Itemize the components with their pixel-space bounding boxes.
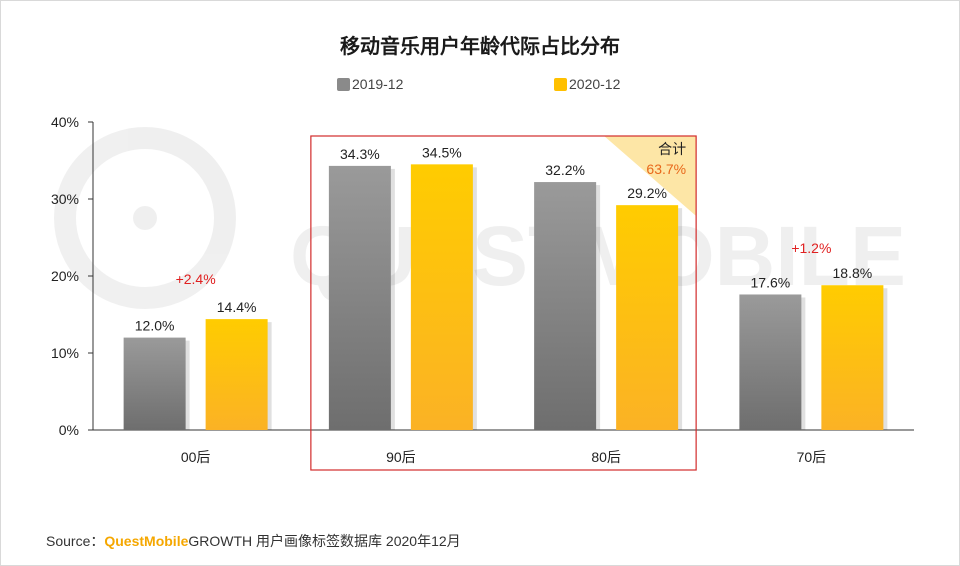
bar-2019 (739, 294, 802, 430)
x-tick-label: 70后 (797, 449, 827, 465)
bar-2019 (123, 337, 186, 430)
source-text: GROWTH 用户画像标签数据库 2020年12月 (188, 533, 461, 549)
bar-2020 (410, 164, 473, 430)
legend-swatch-2020 (554, 77, 567, 91)
data-label: 17.6% (751, 274, 791, 290)
combined-label: 合计 (658, 141, 686, 157)
bar-2020 (205, 319, 268, 430)
change-annotation-70: +1.2% (791, 240, 831, 256)
y-tick-label: 30% (51, 191, 79, 207)
chart-title: 移动音乐用户年龄代际占比分布 (340, 36, 620, 58)
bar-2019 (534, 182, 597, 430)
legend-label-2019: 2019-12 (352, 76, 404, 92)
watermark-logo: QUESTMOBILE (54, 127, 906, 309)
legend-label-2020: 2020-12 (569, 76, 621, 92)
data-label: 34.5% (422, 144, 462, 160)
data-label: 29.2% (627, 185, 667, 201)
legend-item-2019: 2019-12 (337, 76, 403, 92)
source-prefix: Source： (46, 533, 105, 549)
svg-text:QUESTMOBILE: QUESTMOBILE (290, 209, 906, 303)
combined-corner-flag (604, 136, 697, 216)
bar-2020 (821, 285, 884, 430)
source-brand: QuestMobile (104, 533, 189, 549)
combined-value: 63.7% (646, 161, 686, 177)
change-annotation-00: +2.4% (176, 271, 216, 287)
source-note: Source：QuestMobileGROWTH 用户画像标签数据库 2020年… (46, 531, 461, 551)
legend-item-2020: 2020-12 (554, 76, 620, 92)
highlight-box (310, 135, 697, 471)
bar-2020 (616, 205, 679, 430)
y-tick-label: 20% (51, 268, 79, 284)
data-label: 18.8% (833, 265, 873, 281)
y-tick-label: 10% (51, 345, 79, 361)
bar-2019 (328, 165, 391, 430)
y-tick-label: 0% (59, 422, 79, 438)
x-tick-label: 80后 (591, 449, 621, 465)
x-tick-label: 90后 (386, 449, 416, 465)
y-tick-label: 40% (51, 114, 79, 130)
data-label: 14.4% (217, 299, 257, 315)
data-label: 12.0% (135, 318, 175, 334)
x-tick-label: 00后 (181, 449, 211, 465)
data-label: 32.2% (545, 162, 585, 178)
legend-swatch-2019 (337, 77, 350, 91)
data-label: 34.3% (340, 146, 380, 162)
